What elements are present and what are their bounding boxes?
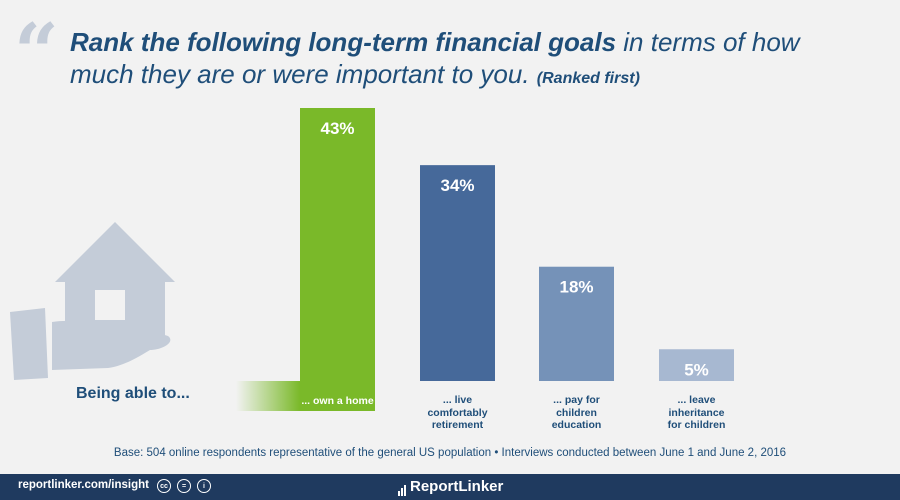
category-label-line: retirement [431,419,484,431]
footer-site-link[interactable]: reportlinker.com/insight [18,479,149,491]
footer-bar: reportlinker.com/insight cc = i ReportLi… [0,474,900,500]
value-label-1: 43% [320,119,354,138]
title-rest: in terms of how much they are or were im… [70,27,800,89]
bar-1 [300,108,375,411]
title-note: (Ranked first) [536,70,640,87]
category-label-1: ... own a home [293,395,383,408]
value-label-4: 5% [684,360,709,379]
brand-logo: ReportLinker [398,478,503,496]
category-label-line: education [551,419,602,431]
quote-icon: “ [14,7,59,98]
chart-title: Rank the following long-term financial g… [70,26,870,95]
person-icon: i [197,479,211,493]
value-label-2: 34% [440,176,474,195]
bar-2 [420,165,495,381]
category-label-line: inheritance [668,406,725,419]
category-label-line: ... live [442,394,473,406]
category-label-3: ... pay for children education [532,394,622,432]
equal-icon: = [177,479,191,493]
category-label-line: ... pay for [553,394,600,406]
title-bold: Rank the following long-term financial g… [70,27,617,57]
category-label-line: ... own a home [301,395,374,407]
own-home-bar-fade [236,381,300,411]
bar-4 [659,349,734,381]
footnote: Base: 504 online respondents representat… [113,447,787,459]
value-label-3: 18% [559,278,593,297]
brand-name: ReportLinker [410,478,504,495]
category-label-line: ... leave [677,394,716,406]
cc-icon: cc [157,479,171,493]
category-label-4: ... leave inheritance for children [652,394,742,432]
category-label-line: comfortably [427,406,488,419]
category-label-2: ... live comfortably retirement [413,394,503,432]
brand-bars-icon [398,479,407,496]
lead-label: Being able to... [76,385,190,402]
bar-3 [539,266,614,381]
category-label-line: for children [667,419,726,431]
category-label-line: children [556,406,597,419]
house-hand-icon [10,222,175,380]
